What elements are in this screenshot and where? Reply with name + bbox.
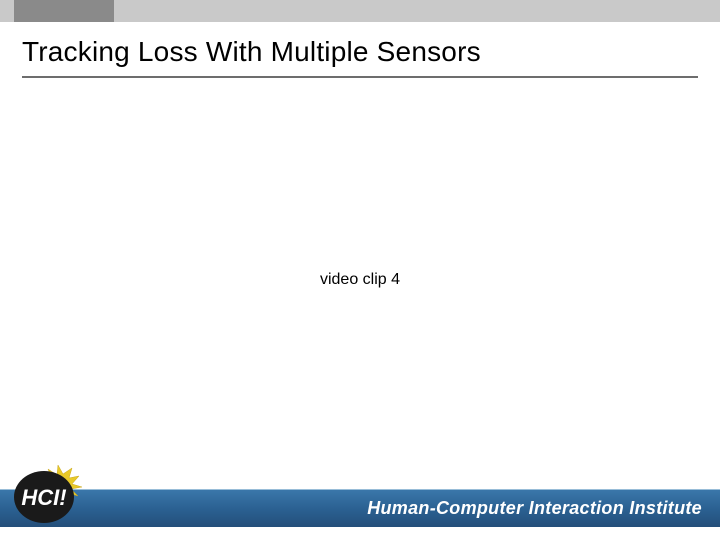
slide-title: Tracking Loss With Multiple Sensors <box>22 36 698 68</box>
header-top-bar <box>0 0 720 22</box>
svg-text:HCI!: HCI! <box>21 485 66 510</box>
footer: Human-Computer Interaction Institute HCI… <box>0 475 720 527</box>
footer-band: Human-Computer Interaction Institute <box>0 489 720 527</box>
header-top-tab <box>14 0 114 22</box>
video-clip-label: video clip 4 <box>320 271 400 289</box>
hcii-logo-icon: HCI! <box>8 459 98 525</box>
title-underline <box>22 76 698 78</box>
title-area: Tracking Loss With Multiple Sensors <box>0 22 720 84</box>
institute-name: Human-Computer Interaction Institute <box>367 498 702 519</box>
slide-body: video clip 4 <box>0 100 720 460</box>
